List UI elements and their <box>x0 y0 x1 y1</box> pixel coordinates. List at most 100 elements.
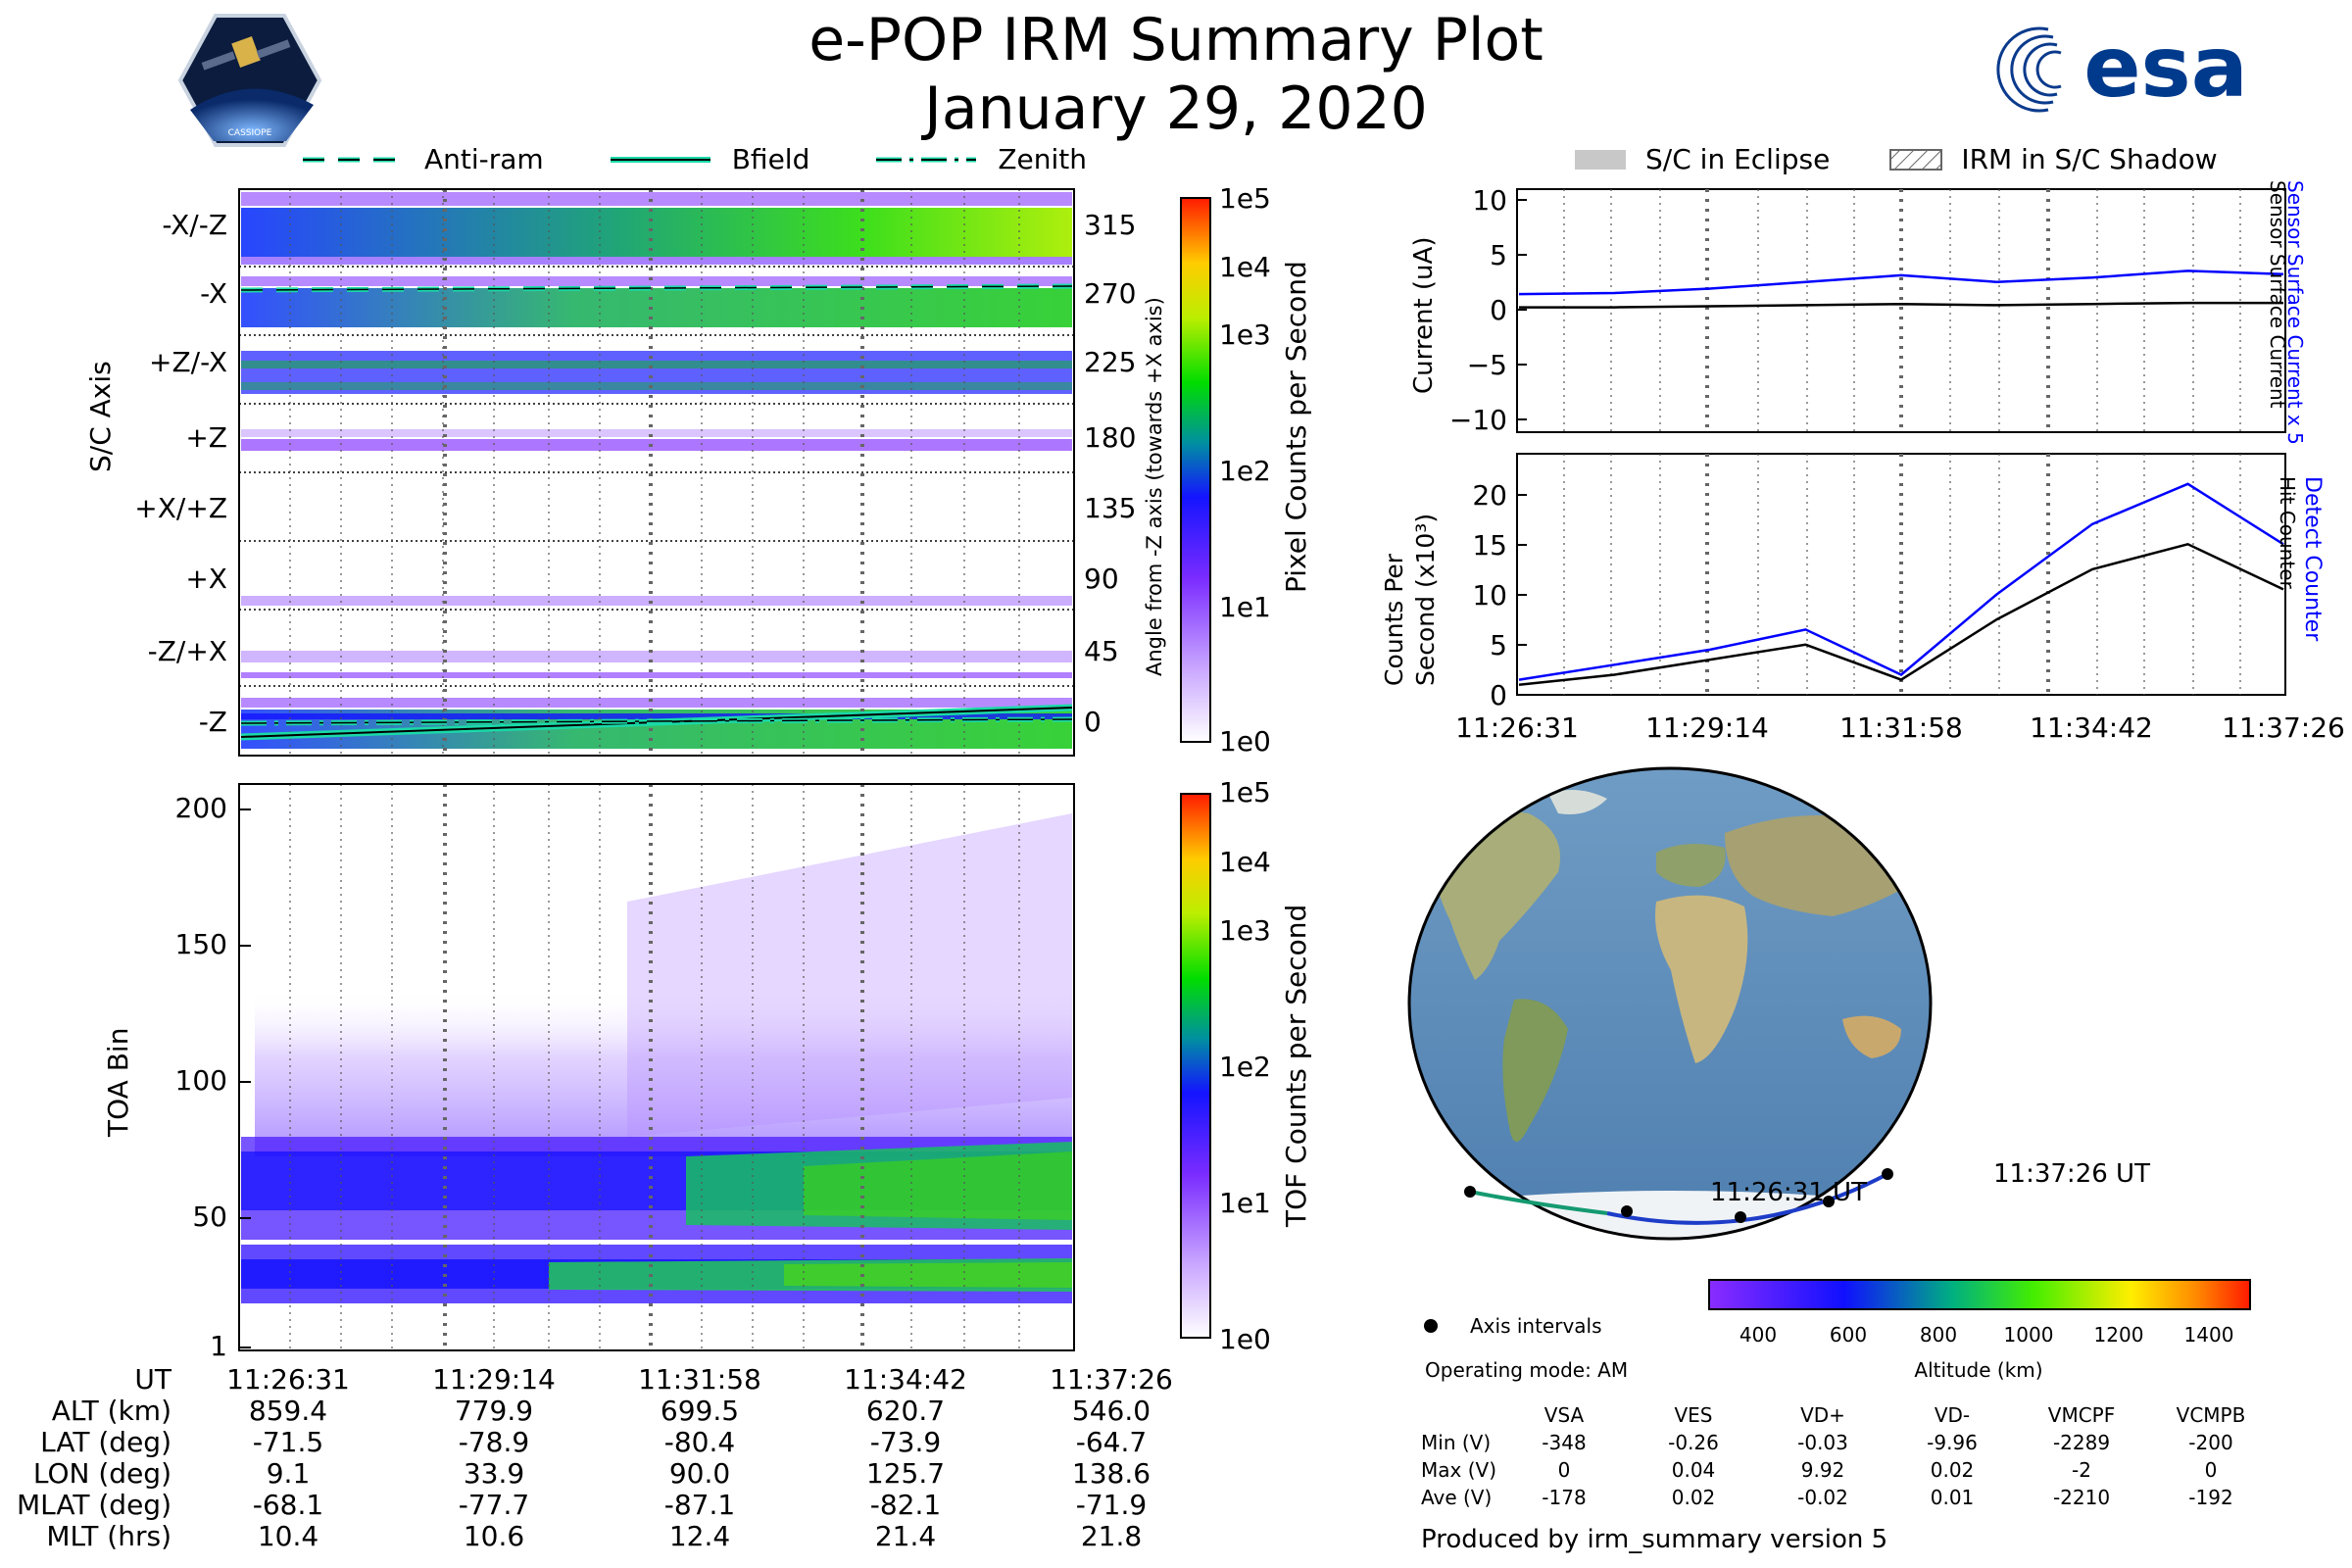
operating-mode: Operating mode: AM <box>1425 1358 1629 1382</box>
sc-axis-tick: -Z <box>198 706 227 738</box>
angle-tick: 225 <box>1084 346 1137 378</box>
counts-panel <box>1516 453 2286 696</box>
stats-cell: -178 <box>1542 1486 1587 1509</box>
sc-axis-tick: +X/+Z <box>134 492 227 524</box>
current-tick: 0 <box>1490 294 1507 326</box>
angle-tick: 315 <box>1084 209 1137 241</box>
ephem-row-label: ALT (km) <box>51 1395 172 1427</box>
counts-right-label-blue: Detect Counter <box>2300 476 2325 642</box>
stats-cell: -348 <box>1542 1431 1587 1454</box>
stats-cell: -192 <box>2188 1486 2233 1509</box>
counts-tick: 20 <box>1472 479 1507 512</box>
altitude-colorbar <box>1708 1279 2251 1310</box>
stats-row-label: Ave (V) <box>1421 1486 1493 1509</box>
voltage-stats-table: VSA VES VD+ VD- VMCPF VCMPB Min (V) -348… <box>1421 1401 2276 1511</box>
stats-row-label: Min (V) <box>1421 1431 1492 1454</box>
footer-produced-by: Produced by irm_summary version 5 <box>1421 1525 1888 1554</box>
stats-cell: 0.04 <box>1671 1458 1716 1482</box>
altitude-tick: 400 <box>1739 1323 1778 1347</box>
stats-cell: -0.26 <box>1668 1431 1719 1454</box>
tof-cbar-tick: 1e5 <box>1219 776 1271 808</box>
altitude-tick: 1200 <box>2093 1323 2144 1347</box>
toa-panel <box>238 783 1075 1351</box>
angle-axis-label: Angle from -Z axis (towards +X axis) <box>1143 297 1166 676</box>
counts-tick: 0 <box>1490 679 1507 711</box>
line-legend: Anti-ram Bfield Zenith <box>299 143 1087 175</box>
pixel-cbar-tick: 1e4 <box>1219 251 1271 283</box>
ephem-cell: 546.0 <box>1071 1395 1152 1427</box>
stats-cell: -2 <box>2072 1458 2091 1482</box>
ephem-cell: 11:31:58 <box>638 1363 761 1396</box>
ephem-cell: -73.9 <box>869 1426 942 1458</box>
counts-xtick: 11:37:26 <box>2222 711 2345 744</box>
ephem-cell: -68.1 <box>252 1489 324 1521</box>
angle-tick: 135 <box>1084 492 1137 524</box>
ephem-row-label: MLT (hrs) <box>46 1520 172 1552</box>
plot-date: January 29, 2020 <box>924 74 1428 143</box>
altitude-tick: 600 <box>1829 1323 1868 1347</box>
pixel-cbar-tick: 1e1 <box>1219 591 1271 623</box>
world-map <box>1407 766 1933 1241</box>
sc-axis-tick: +Z/-X <box>149 346 227 378</box>
toa-tick: 1 <box>210 1330 227 1362</box>
counts-ylabel-1: Counts Per <box>1380 553 1408 686</box>
current-tick: 5 <box>1490 239 1507 271</box>
sc-axis-panel <box>238 188 1075 757</box>
track-start-dot <box>1464 1186 1476 1198</box>
pixel-cbar-tick: 1e5 <box>1219 182 1271 215</box>
current-panel <box>1516 188 2286 433</box>
ephem-cell: 21.4 <box>874 1520 937 1552</box>
counts-tick: 15 <box>1472 529 1507 562</box>
stats-header: VMCPF <box>2047 1403 2116 1427</box>
current-tick: −5 <box>1466 349 1507 381</box>
esa-logo-text: esa <box>2083 20 2248 117</box>
track-dot <box>1621 1205 1633 1217</box>
stats-cell: -0.03 <box>1797 1431 1848 1454</box>
track-dot <box>1735 1211 1746 1223</box>
stats-header: VES <box>1674 1403 1713 1427</box>
altitude-label: Altitude (km) <box>1914 1358 2043 1382</box>
esa-logo: esa <box>1994 19 2278 118</box>
stats-cell: 0.01 <box>1930 1486 1975 1509</box>
stats-header: VCMPB <box>2176 1403 2246 1427</box>
hit-counter-line <box>1518 542 2284 687</box>
angle-tick: 270 <box>1084 277 1137 310</box>
ephem-cell: -71.9 <box>1075 1489 1148 1521</box>
ephem-cell: -77.7 <box>458 1489 530 1521</box>
counts-xtick: 11:31:58 <box>1839 711 1963 744</box>
ephem-cell: 779.9 <box>454 1395 534 1427</box>
cassiope-logo: CASSIOPE <box>176 12 323 149</box>
track-end-dot <box>1882 1168 1893 1180</box>
ephem-row-label: MLAT (deg) <box>16 1489 172 1521</box>
stats-cell: 0 <box>2204 1458 2218 1482</box>
counts-xtick: 11:26:31 <box>1455 711 1579 744</box>
tof-cbar-tick: 1e2 <box>1219 1051 1271 1083</box>
stats-cell: 0.02 <box>1930 1458 1975 1482</box>
stats-cell: -0.02 <box>1797 1486 1848 1509</box>
ephem-cell: 620.7 <box>865 1395 946 1427</box>
ephem-cell: 125.7 <box>865 1457 946 1490</box>
ephem-cell: 33.9 <box>463 1457 525 1490</box>
track-start-label: 11:26:31 UT <box>1710 1178 1867 1207</box>
pixel-cbar-tick: 1e3 <box>1219 318 1271 351</box>
tof-cbar-tick: 1e3 <box>1219 914 1271 947</box>
tof-cbar-label: TOF Counts per Second <box>1280 904 1312 1227</box>
ephem-cell: 9.1 <box>266 1457 311 1490</box>
ephem-row-label: UT <box>134 1363 172 1396</box>
ephem-cell: -78.9 <box>458 1426 530 1458</box>
ephem-cell: -82.1 <box>869 1489 942 1521</box>
current-black-line <box>1519 301 2283 309</box>
axis-intervals-label: Axis intervals <box>1470 1314 1602 1338</box>
legend-shadow: IRM in S/C Shadow <box>1961 143 2218 175</box>
tof-cbar-tick: 1e1 <box>1219 1187 1271 1219</box>
detect-counter-line <box>1518 482 2284 681</box>
stats-cell: -200 <box>2188 1431 2233 1454</box>
legend-zenith: Zenith <box>998 143 1088 175</box>
ephemeris-table: UT 11:26:31 11:29:14 11:31:58 11:34:42 1… <box>0 1364 1214 1552</box>
stats-cell: 0.02 <box>1671 1486 1716 1509</box>
pixel-cbar-label: Pixel Counts per Second <box>1280 261 1312 593</box>
sc-axis-tick: -X/-Z <box>162 209 227 241</box>
pixel-cbar-tick: 1e2 <box>1219 455 1271 487</box>
plot-title: e-POP IRM Summary Plot <box>808 6 1544 74</box>
ephem-cell: 11:34:42 <box>844 1363 967 1396</box>
